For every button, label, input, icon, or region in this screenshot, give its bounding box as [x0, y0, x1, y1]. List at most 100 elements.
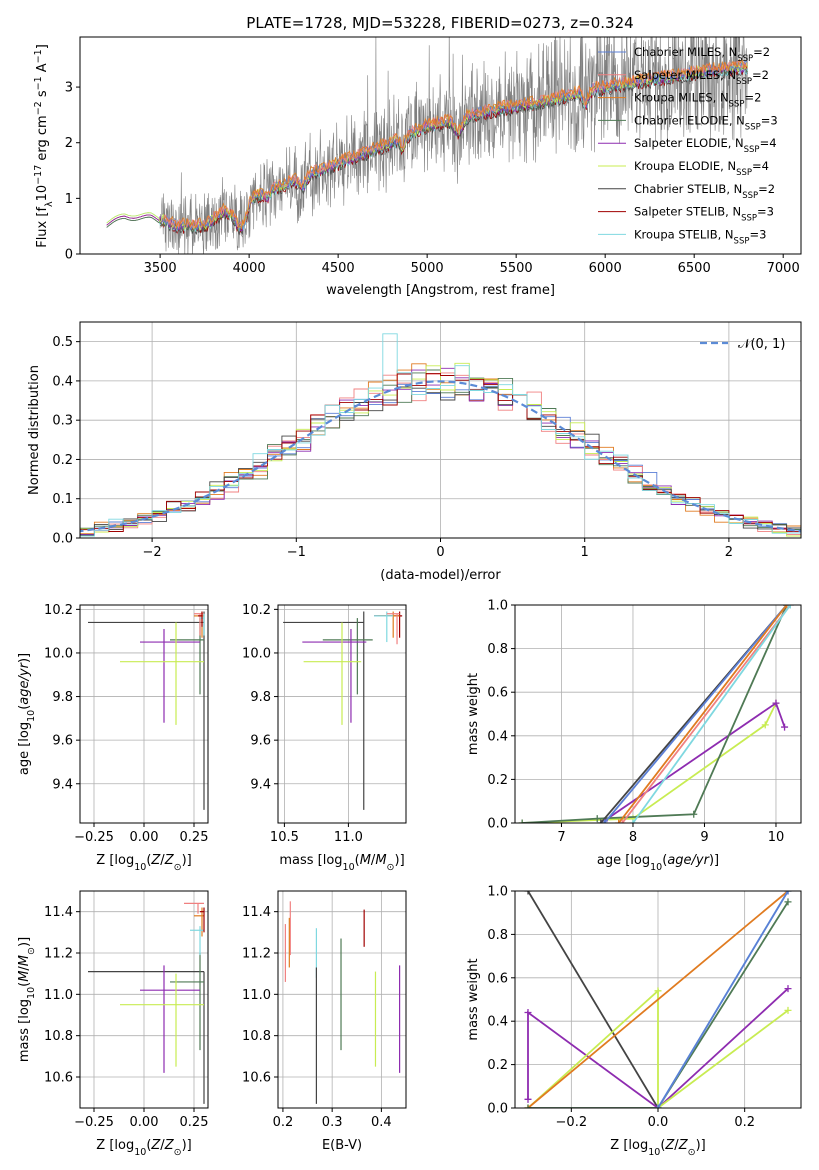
x-tick-label: 4500 [322, 261, 355, 276]
label-part: / [371, 853, 376, 868]
y-axis-label: Flux [fλ10−17 erg cm−2 s−1 A−1] [33, 44, 55, 248]
y-tick-label: 0.2 [487, 1058, 508, 1073]
x-tick-label: 3500 [144, 261, 177, 276]
label-part: 10 [343, 862, 355, 873]
x-tick-label: 0 [436, 545, 444, 560]
label-part: ⊙ [174, 862, 182, 873]
axes-border [79, 36, 802, 255]
y-tick-label: 10.8 [242, 1029, 271, 1044]
label-part: ] [35, 44, 50, 49]
legend-entry: Kroupa MILES, NSSP=2 [634, 91, 761, 110]
x-tick-label: 6000 [589, 261, 622, 276]
legend-sub: SSP [744, 145, 760, 155]
plot-area [106, 37, 748, 254]
marker-chabrier_elodie [593, 815, 601, 823]
histogram-salpeter_stelib [80, 372, 801, 532]
x-tick-label: 10 [768, 830, 785, 845]
y-tick-label: 1 [65, 192, 73, 207]
legend-sub: SSP [742, 191, 758, 201]
x-tick-label: 2 [725, 545, 733, 560]
label-part: ⊙ [688, 1147, 696, 1158]
label-part: erg cm [35, 115, 50, 164]
label-part: mass [log [279, 853, 342, 868]
y-tick-label: 0 [65, 248, 73, 263]
legend-text: Salpeter ELODIE, N [634, 136, 744, 150]
x-tick-label: 0.00 [130, 1115, 159, 1130]
marker-chabrier_stelib [597, 819, 605, 823]
label-part: ( [660, 1138, 665, 1153]
legend-tail: =2 [758, 182, 775, 196]
plot-area [283, 611, 403, 810]
label-part: λ [44, 201, 55, 207]
y-tick-label: 11.2 [44, 947, 73, 962]
x-tick-label: 5500 [500, 261, 533, 276]
x-tick-label: −0.2 [556, 1115, 588, 1130]
curve-salpeter_miles [621, 605, 792, 823]
label-part: A [35, 63, 50, 76]
curve-kroupa_stelib [632, 605, 792, 823]
legend-text: Kroupa STELIB, N [634, 227, 734, 241]
x-axis-label: Z [log10(Z/Z⊙)] [96, 1138, 191, 1158]
label-part: mass [log [17, 999, 32, 1062]
y-tick-label: 0.3 [52, 414, 73, 429]
legend-text: Salpeter MILES, N [634, 68, 736, 82]
x-tick-label: 1 [581, 545, 589, 560]
axes-frame: −0.25 0.00 0.25 9.4 9.6 9.8 10.0 10.2 [44, 603, 209, 845]
y-tick-label: 3 [65, 81, 73, 96]
label-part: s [35, 90, 50, 101]
legend-entry: Kroupa STELIB, NSSP=3 [634, 227, 766, 246]
label-part: Z [664, 1138, 675, 1153]
legend-sub: SSP [737, 54, 753, 64]
x-tick-label: 0.00 [130, 830, 159, 845]
label-part: ⊙ [174, 1147, 182, 1158]
y-tick-label: 0.1 [52, 492, 73, 507]
label-part: −1 [33, 49, 44, 63]
x-tick-label: 10.5 [270, 830, 299, 845]
x-tick-label: −2 [143, 545, 162, 560]
label-part: ⊙ [26, 947, 37, 955]
spectrum-panel: 3500 4000 4500 5000 5500 6000 6500 7000 0 1 2 3 Chab… [33, 36, 802, 298]
y-tick-label: 11.2 [242, 947, 271, 962]
curve-chabrier_elodie [522, 605, 788, 823]
axes-frame: −0.2 0.0 0.2 0.0 0.2 0.4 0.6 0.8 1.0 [487, 885, 802, 1130]
axes-frame: 3500 4000 4500 5000 5500 6000 6500 7000 0 1 2 3 [65, 36, 802, 276]
x-tick-label: 5000 [411, 261, 444, 276]
y-tick-label: 1.0 [487, 599, 508, 614]
x-tick-label: 4000 [233, 261, 266, 276]
label-part: Z [log [96, 853, 134, 868]
marker-chabrier_elodie [518, 819, 526, 823]
mass-vs-ebv-panel: 0.2 0.3 0.4 10.6 10.8 11.0 11.2 11.4 E(B-V) [242, 890, 407, 1153]
y-tick-label: 9.6 [52, 734, 73, 749]
plot-area [518, 605, 794, 823]
legend-sub: SSP [729, 100, 745, 110]
label-part: M [360, 853, 371, 868]
residuals-panel: −2 −1 0 1 2 0.0 0.1 0.2 0.3 0.4 0.5 𝒩(0, 1) (data-mo… [27, 321, 802, 583]
axes-frame: 0.2 0.3 0.4 10.6 10.8 11.0 11.2 11.4 [242, 890, 407, 1130]
curve-kroupa_miles [527, 891, 789, 1108]
x-axis-label: (data-model)/error [380, 568, 501, 583]
x-tick-label: 0.2 [734, 1115, 755, 1130]
x-tick-label: 7 [557, 830, 565, 845]
legend-tail: =3 [749, 227, 766, 241]
y-tick-label: 11.4 [44, 905, 73, 920]
label-part: M [17, 971, 32, 982]
legend-tail: =4 [752, 159, 769, 173]
y-tick-label: 0.0 [52, 532, 73, 547]
label-part: ⊙ [387, 862, 395, 873]
label-part: Z [150, 853, 161, 868]
plot-area [284, 901, 401, 1104]
y-axis-label: age [log10(age/yr)] [17, 653, 37, 775]
x-tick-label: 0.3 [322, 1115, 343, 1130]
marker-salpeter_elodie [524, 1095, 532, 1103]
curve-salpeter_elodie [603, 701, 786, 822]
y-tick-label: 10.6 [44, 1071, 73, 1086]
legend-entry: 𝒩(0, 1) [738, 337, 785, 352]
curve-kroupa_miles [617, 605, 788, 823]
y-axis-label: mass weight [466, 673, 481, 755]
marker-salpeter_elodie [524, 1009, 532, 1017]
axes-border [514, 604, 802, 824]
label-part: )] [709, 853, 719, 868]
